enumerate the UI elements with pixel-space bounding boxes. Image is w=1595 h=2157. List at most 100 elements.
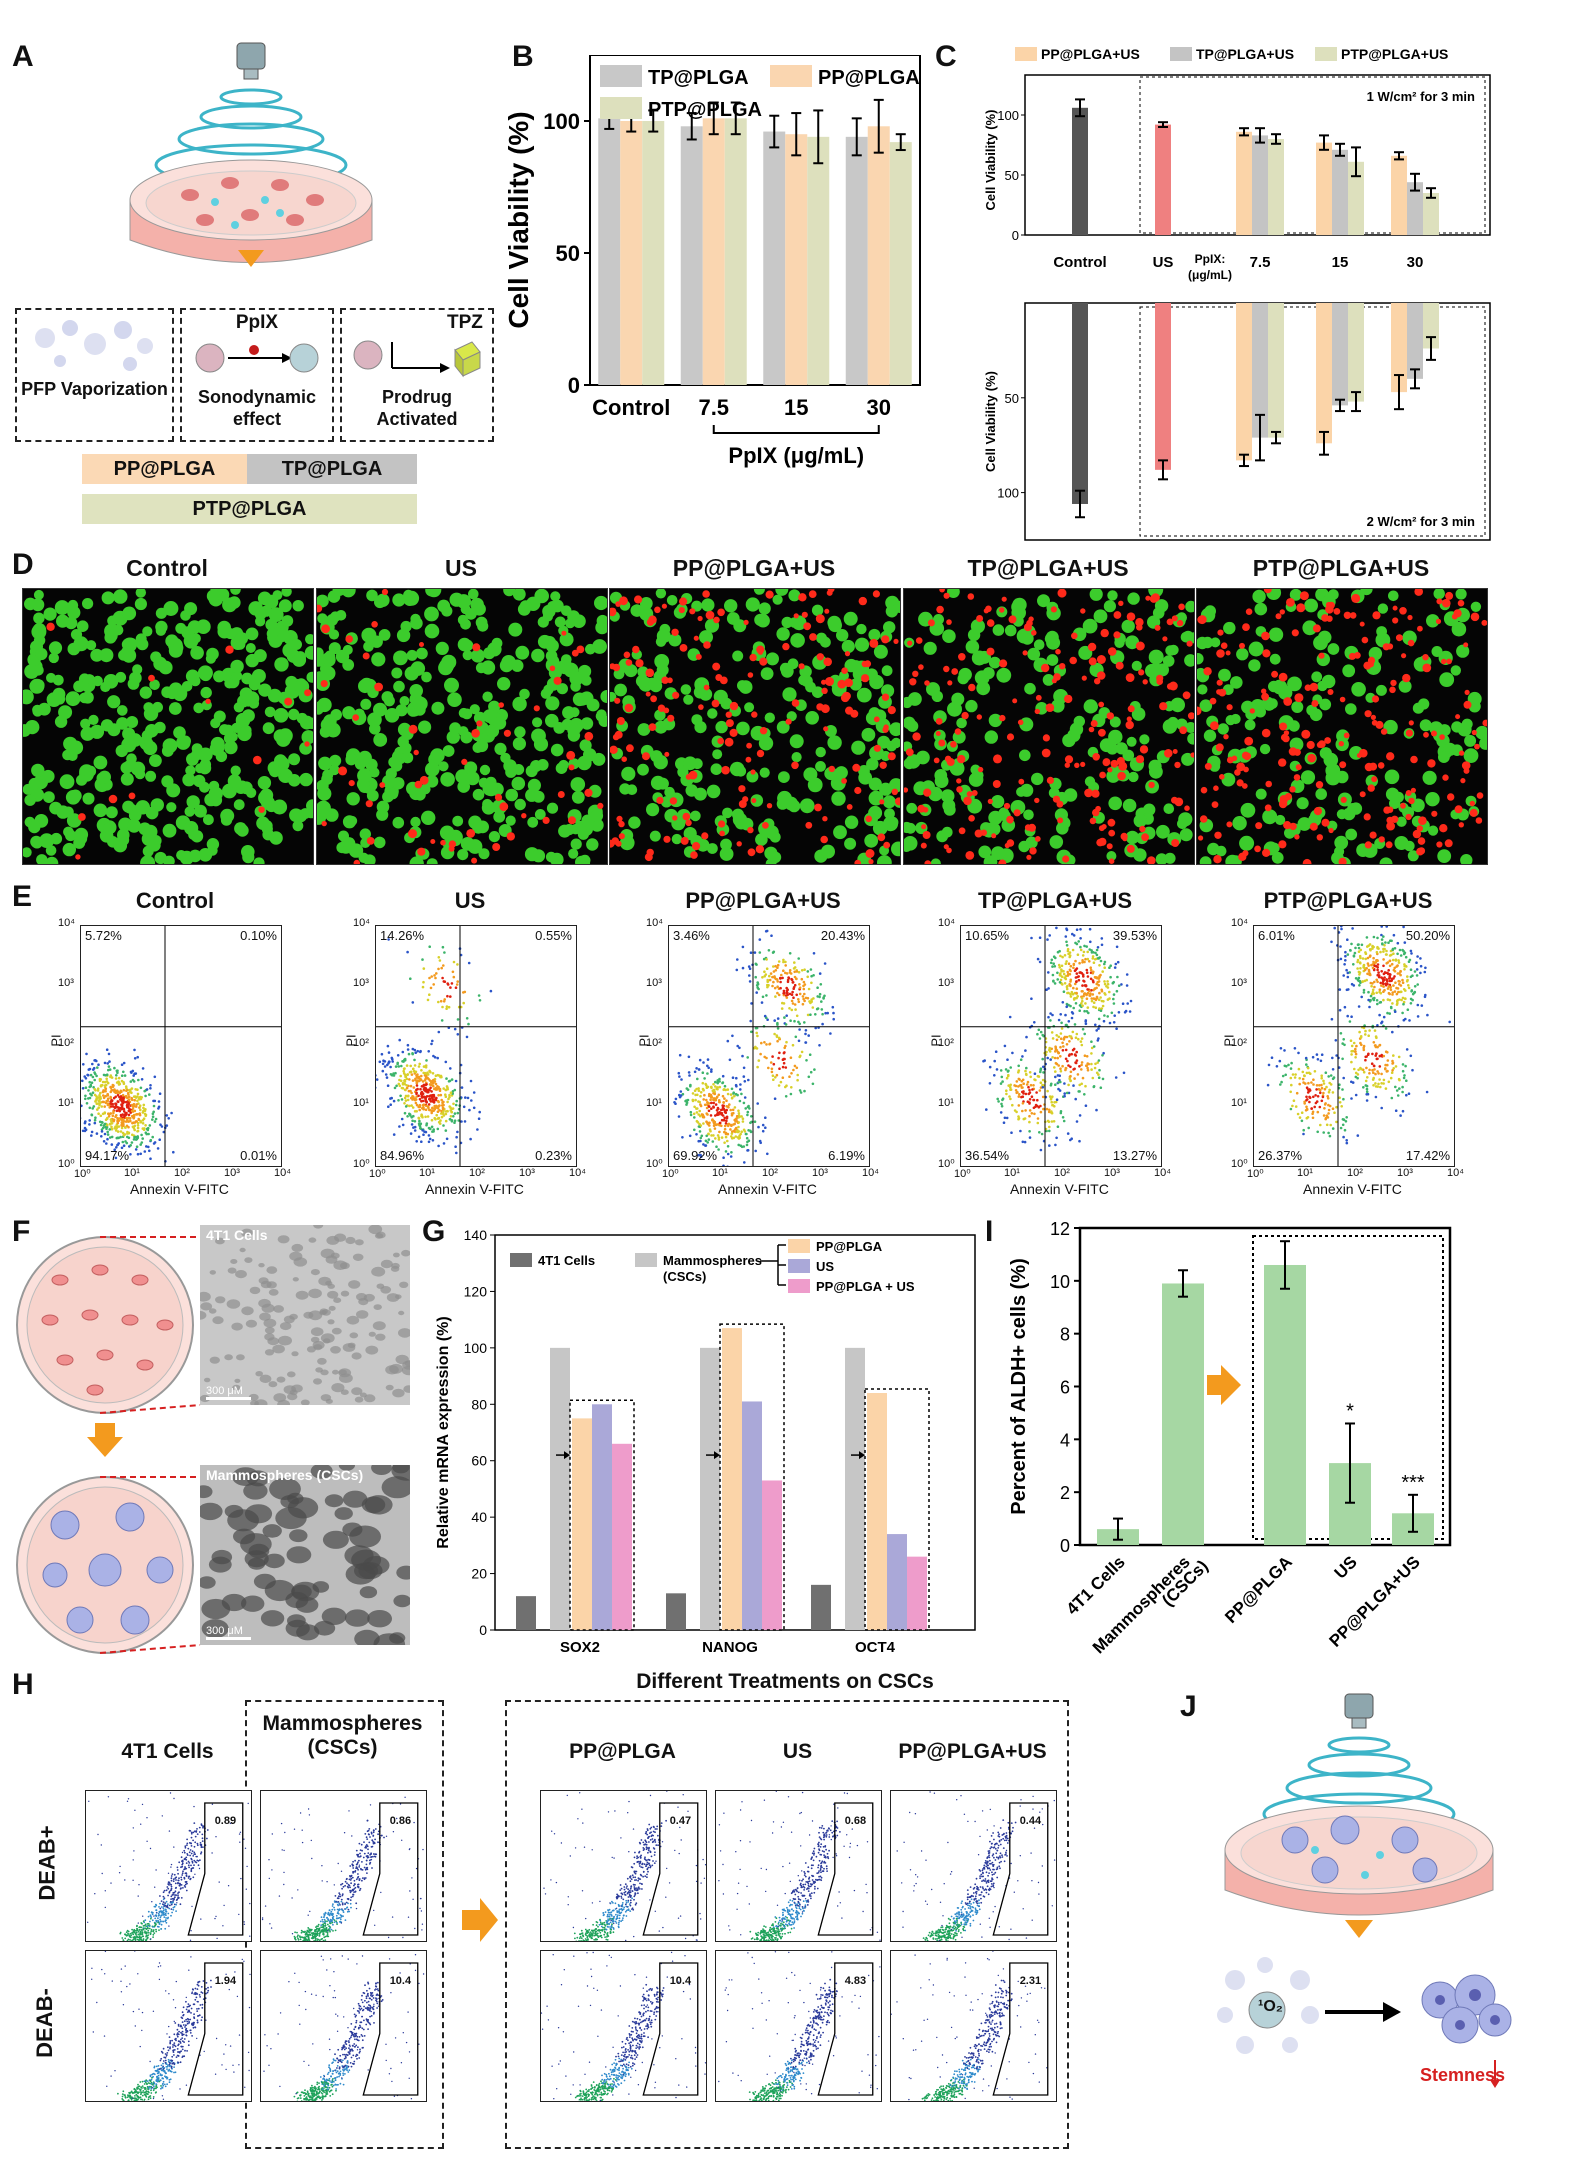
chart-b-legend-swatch [770,65,812,87]
chart-b-bar [620,121,643,385]
chart-c-bottom-bar [1252,303,1268,438]
chart-c-bottom-bar [1348,303,1364,402]
quadrant-value-ul: 14.26% [380,928,425,943]
gate-value: 0.47 [669,1815,692,1827]
chart-g-arrowhead [859,1451,865,1460]
chart-c-top-bar [1252,135,1268,235]
chart-c-top-bar [1348,161,1364,235]
chart-g-legend-swatch [635,1253,657,1267]
facs-h-row-label: DEAB- [31,1988,57,2058]
facs-ytick: 10¹ [353,1097,369,1109]
chart-c-bottom-bar [1236,303,1252,461]
chart-c-top-bar [1407,182,1423,235]
chart-i-bar [1162,1283,1204,1545]
chart-g-bar [572,1418,592,1630]
gate-value: 0.68 [844,1815,867,1827]
chart-g-ytick-label: 120 [464,1283,488,1299]
facs-xlabel: Annexin V-FITC [130,1181,229,1197]
chart-g-legend-label: (CSCs) [663,1269,706,1284]
aldh-gate [362,1962,419,2096]
scale-bar-top: 300 μM [206,1385,243,1397]
micrograph-4t1: 4T1 Cells 300 μM [200,1225,410,1405]
facs-h-col-title: 4T1 Cells [121,1740,214,1763]
quadrant-value-ul: 10.65% [965,928,1010,943]
quadrant-value-lr: 17.42% [1405,1148,1450,1163]
chart-c-bottom-bar [1407,303,1423,379]
chart-c-ppix-unit: (μg/mL) [1188,268,1232,282]
chart-b-bar [680,126,703,385]
micrograph-mammospheres: Mammospheres (CSCs) 300 μM [200,1465,410,1645]
chart-g-bar [742,1401,762,1630]
chart-i-xtick-label: PP@PLGA [1221,1552,1296,1627]
chart-g-ytick-label: 0 [479,1622,487,1638]
chart-b-ytick-label: 0 [568,373,580,398]
annexin-pi-plot: 14.26% 0.55% 84.96% 0.23% [373,925,577,1167]
aldh-facs-scatter [263,1954,425,2106]
aldh-facs-scatter [896,1791,1056,1945]
chart-g-legend-swatch [510,1253,532,1267]
micrograph-d-title: US [445,555,477,581]
panel-a-box-sono: PpIX Sonodynamic effect [180,308,334,442]
chart-g-bar [516,1596,536,1630]
annexin-pi-plot: 3.46% 20.43% 69.92% 6.19% [666,925,870,1169]
chart-i: 0 2 4 6 8 10 12 Percent of ALDH+ cells (%) 4T1 C… [1008,1220,1452,1657]
chart-c-top-bar [1316,142,1332,235]
chart-b-ylabel: Cell Viability (%) [503,111,534,328]
quadrant-value-ur: 20.43% [820,928,865,943]
chart-c-xtick-label: 7.5 [1250,254,1271,271]
facs-ytick: 10² [58,1037,74,1049]
live-dead-cells [904,589,1194,864]
chart-c-bottom-ytick: 50 [1005,391,1019,406]
quadrant-value-ll: 26.37% [1258,1148,1303,1163]
chart-g-bar [592,1404,612,1630]
chart-g-legend-label: Mammospheres [663,1253,762,1268]
facs-xtick: 10¹ [712,1167,728,1179]
stemness-label: Stemness [1420,2065,1506,2085]
chart-b-bar [724,118,747,386]
chart-g-bar [811,1584,831,1630]
facs-h-row-label: DEAB+ [34,1825,60,1901]
aldh-facs-plot: 0.86 [260,1790,427,1946]
aldh-facs-plot: 4.83 [715,1950,882,2106]
chart-b-legend-label: TP@PLGA [648,67,749,89]
facs-ytick: 10¹ [1231,1097,1247,1109]
annexin-pi-plot: 10.65% 39.53% 36.54% 13.27% [960,925,1162,1167]
chart-g-legend-swatch [788,1259,810,1273]
cell-texture [200,1465,410,1645]
chart-b-xlabel: PpIX (μg/mL) [728,443,864,468]
tpz-label: TPZ [447,312,483,333]
chart-c-top-bar [1391,155,1407,235]
aldh-gate [817,1962,874,2096]
panel-label-g: G [422,1215,446,1248]
facs-xtick: 10⁰ [369,1168,386,1180]
live-dead-cells [1197,589,1487,864]
facs-ytick: 10³ [353,977,369,989]
quadrant-value-lr: 0.23% [535,1148,572,1163]
facs-e-title: TP@PLGA+US [977,888,1133,913]
chart-c-bottom-bar [1391,303,1407,393]
sonodynamic-label: Sonodynamic effect [197,387,317,429]
facs-ytick: 10² [1231,1037,1247,1049]
live-dead-cells [23,589,313,864]
chart-b-bar [763,131,786,385]
aldh-facs-scatter [540,1951,707,2106]
bar-pp-plga: PP@PLGA [82,454,247,484]
facs-ytick: 10⁰ [58,1158,75,1170]
facs-xtick: 10¹ [419,1167,435,1179]
chart-b-legend-label: PTP@PLGA [648,99,762,121]
facs-xtick: 10⁰ [954,1168,971,1180]
live-dead-cells [610,589,900,864]
quadrant-value-ur: 0.10% [240,928,277,943]
facs-xtick: 10³ [812,1167,828,1179]
facs-ytick: 10⁴ [58,917,75,929]
chart-i-ytick-label: 4 [1060,1430,1070,1450]
aldh-gate [187,1802,244,1936]
facs-h-col-title: Mammospheres (CSCs) [262,1712,423,1759]
chart-i-ytick-label: 12 [1050,1220,1070,1239]
facs-xtick: 10² [174,1167,190,1179]
chart-c-bottom-bar [1268,303,1284,438]
chart-g-bar [887,1534,907,1630]
prodrug-label: Prodrug Activated [376,387,458,429]
facs-ytick: 10² [646,1037,662,1049]
